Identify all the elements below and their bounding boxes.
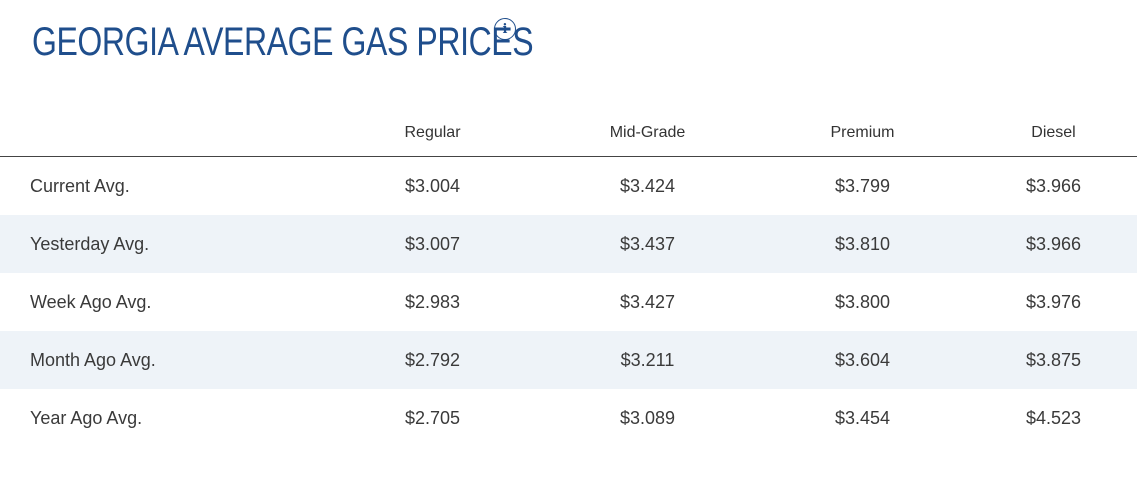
info-icon[interactable]: i: [494, 18, 516, 40]
cell-mid-grade: $3.089: [619, 407, 676, 428]
cell-diesel: $3.966: [1025, 175, 1082, 196]
column-header-label: [0, 110, 325, 157]
cell-regular: $2.705: [404, 407, 461, 428]
cell-diesel: $3.976: [1025, 291, 1082, 312]
cell-regular: $3.004: [404, 175, 461, 196]
cell-regular: $3.007: [325, 215, 540, 273]
table-header-row: Regular Mid-Grade Premium Diesel: [0, 110, 1137, 157]
cell-premium: $3.799: [834, 175, 891, 196]
table-row-month-ago: Month Ago Avg. $2.792 $3.211 $3.604 $3.8…: [0, 331, 1137, 389]
page-title: GEORGIA AVERAGE GAS PRICES: [32, 20, 534, 64]
cell-premium: $3.800: [834, 291, 891, 312]
cell-mid-grade: $3.437: [540, 215, 755, 273]
table-row-week-ago: Week Ago Avg. $2.983 $3.427 $3.800 $3.97…: [0, 273, 1137, 331]
cell-premium: $3.604: [755, 331, 970, 389]
table-row-current: Current Avg. $3.004 $3.424 $3.799 $3.966: [0, 157, 1137, 216]
gas-prices-table: Regular Mid-Grade Premium Diesel Current…: [0, 110, 1137, 447]
row-label: Current Avg.: [30, 175, 130, 196]
title-bar: GEORGIA AVERAGE GAS PRICES i: [32, 14, 658, 70]
cell-diesel: $3.875: [970, 331, 1137, 389]
cell-premium: $3.810: [755, 215, 970, 273]
cell-premium: $3.454: [834, 407, 891, 428]
cell-mid-grade: $3.427: [619, 291, 676, 312]
row-label: Year Ago Avg.: [30, 407, 143, 428]
table-row-year-ago: Year Ago Avg. $2.705 $3.089 $3.454 $4.52…: [0, 389, 1137, 447]
cell-diesel: $4.523: [1025, 407, 1082, 428]
row-label: Yesterday Avg.: [0, 215, 325, 273]
column-header-regular: Regular: [325, 110, 540, 157]
row-label: Month Ago Avg.: [0, 331, 325, 389]
column-header-diesel: Diesel: [970, 110, 1137, 157]
cell-mid-grade: $3.211: [540, 331, 755, 389]
column-header-mid-grade: Mid-Grade: [540, 110, 755, 157]
table-row-yesterday: Yesterday Avg. $3.007 $3.437 $3.810 $3.9…: [0, 215, 1137, 273]
cell-regular: $2.983: [404, 291, 461, 312]
row-label: Week Ago Avg.: [30, 291, 152, 312]
cell-mid-grade: $3.424: [619, 175, 676, 196]
cell-diesel: $3.966: [970, 215, 1137, 273]
cell-regular: $2.792: [325, 331, 540, 389]
column-header-premium: Premium: [755, 110, 970, 157]
